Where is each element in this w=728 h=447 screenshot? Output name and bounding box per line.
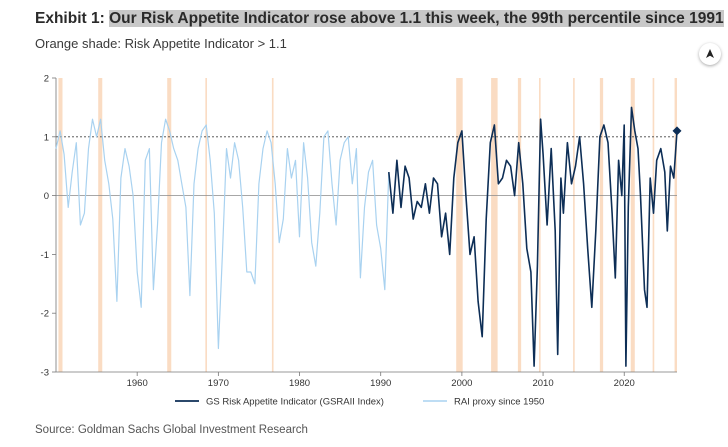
legend: GS Risk Appetite Indicator (GSRAII Index… [175,397,544,408]
y-tick-label: -1 [41,250,49,261]
shade-period [456,78,463,372]
y-tick-label: -3 [41,368,49,379]
legend-label: RAI proxy since 1950 [454,397,544,408]
shade-period [58,78,63,372]
shade-period [98,78,103,372]
shade-period [271,78,274,372]
legend-item-rai-proxy: RAI proxy since 1950 [423,397,544,408]
chart-title: Exhibit 1: Our Risk Appetite Indicator r… [35,10,724,28]
x-tick-label: 1970 [208,378,229,389]
shade-period [652,78,655,372]
axes: 2 1 0 -1 -2 -3 1960 1970 1980 1990 2000 2010 2020 [41,74,677,389]
title-prefix: Exhibit 1: [35,10,110,27]
y-tick-label: 0 [44,191,49,202]
x-tick-label: 2020 [614,378,635,389]
shade-period [517,78,522,372]
source-note: Source: Goldman Sachs Global Investment … [35,424,308,436]
rai-proxy-series-line [55,118,390,350]
shade-period [205,78,207,372]
y-tick-label: 1 [44,132,49,143]
x-tick-label: 2010 [532,378,553,389]
title-highlight: Our Risk Appetite Indicator rose above 1… [109,10,724,27]
share-button[interactable] [699,43,721,65]
shade-period [573,78,575,372]
shade-period [630,78,635,372]
shade-period [539,78,541,372]
shade-period [599,78,604,372]
x-tick-label: 1980 [289,378,310,389]
x-tick-label: 1990 [370,378,391,389]
shaded-periods [58,78,677,372]
legend-label: GS Risk Appetite Indicator (GSRAII Index… [206,397,384,408]
shade-period [491,78,498,372]
y-tick-label: -2 [41,309,49,320]
chart-subtitle: Orange shade: Risk Appetite Indicator > … [35,36,287,51]
x-tick-label: 1960 [127,378,148,389]
shade-period [167,78,172,372]
shade-period [674,78,677,372]
legend-item-gsraii: GS Risk Appetite Indicator (GSRAII Index… [175,397,384,408]
x-tick-label: 2000 [451,378,472,389]
gsraii-series-line [388,106,678,367]
share-icon [706,49,714,58]
series-lines [55,106,682,367]
y-tick-label: 2 [44,74,49,85]
latest-value-marker [672,126,682,136]
